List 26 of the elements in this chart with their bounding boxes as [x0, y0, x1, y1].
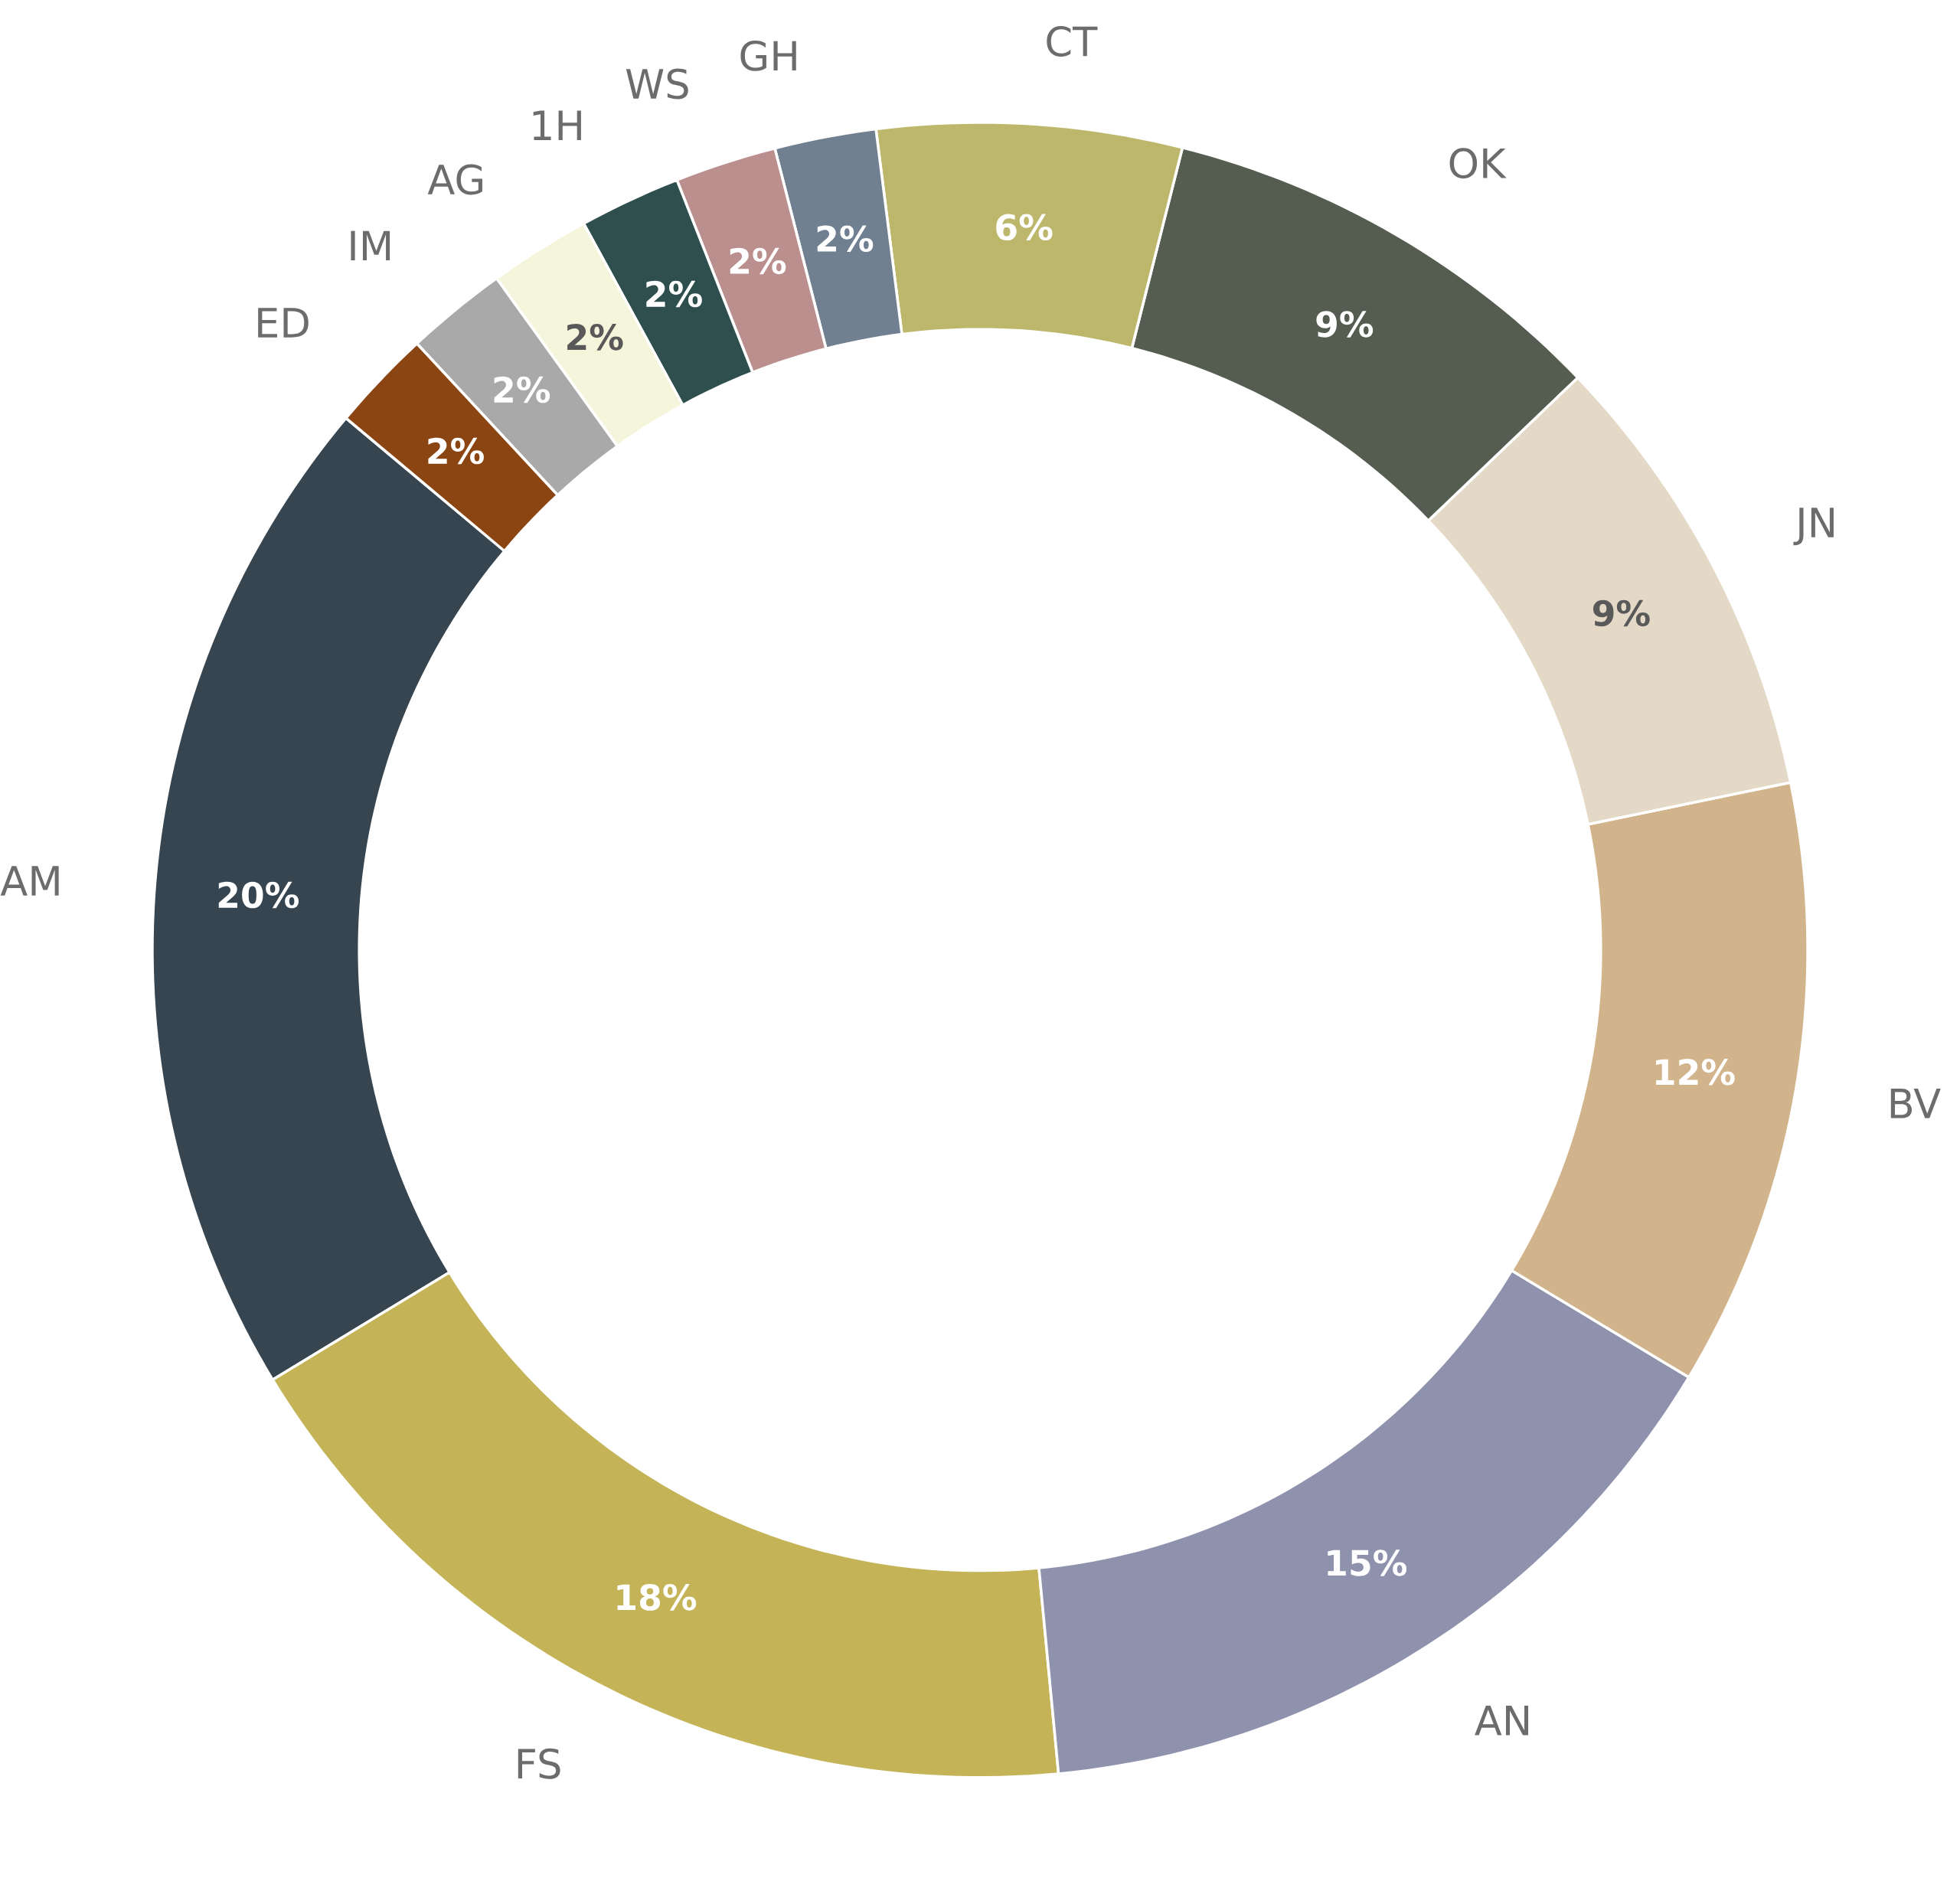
slice-label: FS — [518, 1748, 560, 1779]
data-label: 12% — [1655, 1059, 1735, 1086]
data-label: 20% — [218, 881, 299, 909]
slice-label: WS — [626, 68, 688, 100]
slice-label: AG — [427, 164, 482, 195]
data-label: 15% — [1328, 1550, 1407, 1576]
data-label: 9% — [1316, 311, 1374, 338]
slice-label: JN — [1793, 508, 1834, 546]
slice-label: ED — [258, 308, 309, 338]
data-label: 2% — [646, 280, 702, 308]
data-label: 18% — [617, 1584, 697, 1611]
slice-label: CT — [1047, 26, 1098, 57]
data-label: 2% — [567, 324, 623, 351]
data-label: 2% — [730, 247, 786, 275]
slice-label: IM — [351, 230, 390, 261]
data-label: 2% — [428, 437, 484, 465]
data-label: 6% — [996, 214, 1053, 241]
slice-label: 1H — [533, 110, 581, 140]
slice-label: OK — [1449, 148, 1507, 179]
slice-label: BV — [1890, 1089, 1941, 1118]
data-label: 2% — [494, 376, 550, 403]
slice-label: GH — [740, 40, 796, 71]
data-label: 9% — [1592, 599, 1650, 627]
slice-label: AM — [0, 866, 59, 896]
slice-label: AN — [1475, 1706, 1529, 1736]
data-label: 2% — [817, 225, 874, 253]
